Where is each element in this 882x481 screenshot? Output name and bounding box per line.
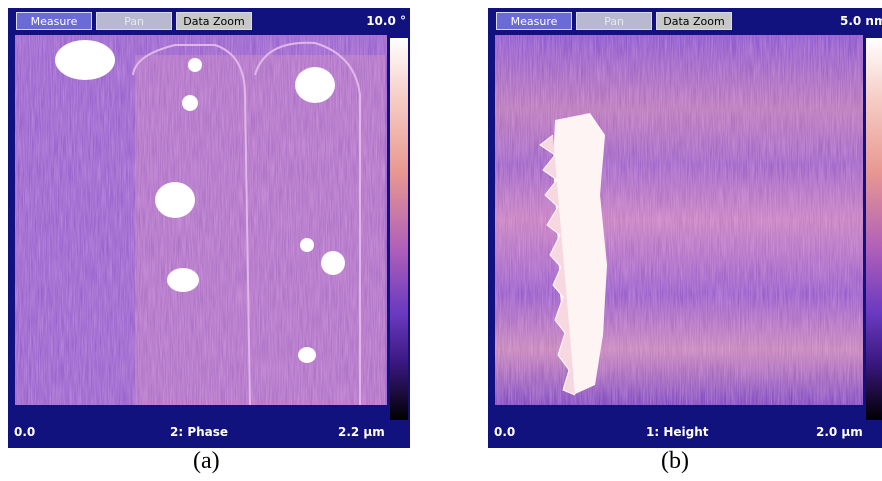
caption: (b)	[661, 448, 689, 475]
button[interactable]: Measure	[16, 12, 92, 30]
afm-image	[15, 35, 387, 405]
size-label: 2.2 µm	[338, 425, 385, 439]
afm-panel: Measure Pan Data Zoom 5.0 nm 0.0 1: Heig…	[488, 8, 882, 448]
button[interactable]: Data Zoom	[656, 12, 732, 30]
origin-label: 0.0	[14, 425, 35, 439]
afm-panel: Measure Pan Data Zoom 10.0 ° 0.0 2: Phas…	[8, 8, 410, 448]
channel-label: 2: Phase	[170, 425, 228, 439]
button[interactable]: Pan	[576, 12, 652, 30]
channel-label: 1: Height	[646, 425, 709, 439]
origin-label: 0.0	[494, 425, 515, 439]
button[interactable]: Measure	[496, 12, 572, 30]
afm-image	[495, 35, 863, 405]
page: {"panels": [ {"buttons": ["Measure", "Pa…	[0, 0, 882, 481]
scale-max: 5.0 nm	[840, 14, 882, 28]
caption: (a)	[193, 448, 220, 475]
button[interactable]: Pan	[96, 12, 172, 30]
colorbar	[866, 38, 882, 420]
size-label: 2.0 µm	[816, 425, 863, 439]
scale-max: 10.0 °	[366, 14, 406, 28]
button[interactable]: Data Zoom	[176, 12, 252, 30]
colorbar	[390, 38, 408, 420]
